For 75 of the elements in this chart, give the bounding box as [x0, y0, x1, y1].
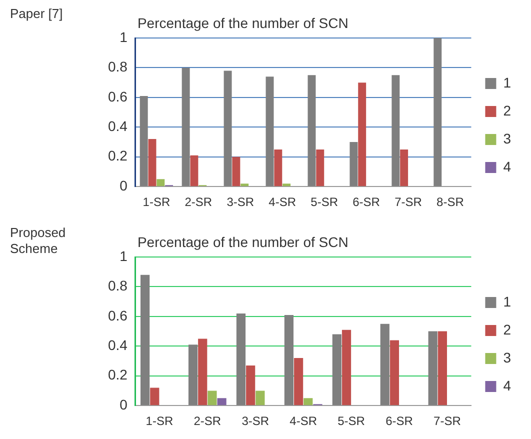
y-tick-label: 0.2 — [108, 366, 128, 383]
bar — [148, 139, 156, 186]
y-tick-label: 0.6 — [108, 88, 128, 104]
y-tick-label: 1 — [120, 28, 128, 45]
chart-title: Percentage of the number of SCN — [137, 15, 348, 31]
legend-label: 2 — [503, 102, 512, 118]
legend-label: 1 — [503, 74, 512, 90]
y-tick-label: 0 — [120, 396, 128, 412]
bar — [208, 390, 217, 406]
legend-label: 4 — [503, 377, 512, 394]
text: Paper [7] — [10, 6, 63, 21]
bar — [274, 149, 282, 186]
bar — [342, 330, 352, 406]
bar — [308, 75, 316, 186]
legend-label: 4 — [503, 158, 512, 174]
x-tick-label: 3-SR — [226, 195, 254, 210]
y-tick-label: 0.4 — [108, 337, 128, 354]
bar — [150, 388, 160, 406]
bar — [256, 390, 265, 406]
x-tick-label: 3-SR — [242, 414, 270, 428]
bar — [332, 334, 342, 406]
bar — [188, 344, 198, 406]
bar — [240, 184, 249, 186]
bar — [434, 38, 442, 186]
legend-label: 3 — [503, 349, 512, 366]
x-tick-label: 7-SR — [434, 414, 462, 428]
bar — [438, 331, 447, 406]
bar — [390, 340, 400, 406]
legend-label: 2 — [503, 321, 512, 338]
bar — [294, 358, 304, 406]
bar — [246, 365, 256, 406]
bar — [284, 314, 294, 406]
legend-label: 3 — [503, 130, 512, 146]
y-tick-label: 0.2 — [108, 148, 128, 164]
x-tick-label: 5-SR — [310, 195, 338, 210]
y-tick-label: 0.8 — [108, 58, 128, 75]
bar — [282, 184, 291, 186]
bar — [428, 331, 438, 406]
x-tick-label: 2-SR — [194, 414, 222, 428]
x-tick-label: 1-SR — [146, 414, 174, 428]
bar — [392, 75, 400, 186]
x-tick-label: 6-SR — [386, 414, 414, 428]
bar — [182, 68, 190, 186]
bar — [224, 70, 232, 186]
chart-title: Percentage of the number of SCN — [137, 234, 348, 250]
y-tick-label: 0.8 — [108, 278, 128, 294]
bar — [400, 149, 408, 186]
bar — [358, 82, 366, 186]
bar — [140, 274, 150, 406]
bar — [304, 398, 313, 406]
x-tick-label: 8-SR — [436, 195, 464, 210]
bar — [236, 313, 246, 406]
bar — [350, 142, 358, 186]
x-tick-label: 5-SR — [338, 414, 366, 428]
bar — [190, 155, 198, 186]
x-tick-label: 7-SR — [394, 195, 422, 210]
y-tick-label: 0.6 — [108, 307, 128, 324]
bar — [232, 156, 240, 186]
x-tick-label: 6-SR — [352, 195, 380, 210]
x-tick-label: 4-SR — [268, 195, 296, 210]
bar — [380, 324, 390, 406]
legend-label: 1 — [503, 293, 512, 310]
bar — [266, 76, 274, 186]
bar — [156, 179, 165, 186]
y-tick-label: 0 — [120, 177, 128, 194]
y-tick-label: 0.4 — [108, 118, 128, 134]
y-tick-label: 1 — [120, 248, 128, 264]
bar — [140, 96, 148, 186]
bar — [198, 338, 208, 406]
x-tick-label: 2-SR — [184, 195, 212, 210]
x-tick-label: 1-SR — [142, 195, 170, 210]
text: Proposed Scheme — [10, 225, 66, 256]
bar — [316, 149, 324, 186]
x-tick-label: 4-SR — [290, 414, 318, 428]
bar — [217, 398, 226, 406]
